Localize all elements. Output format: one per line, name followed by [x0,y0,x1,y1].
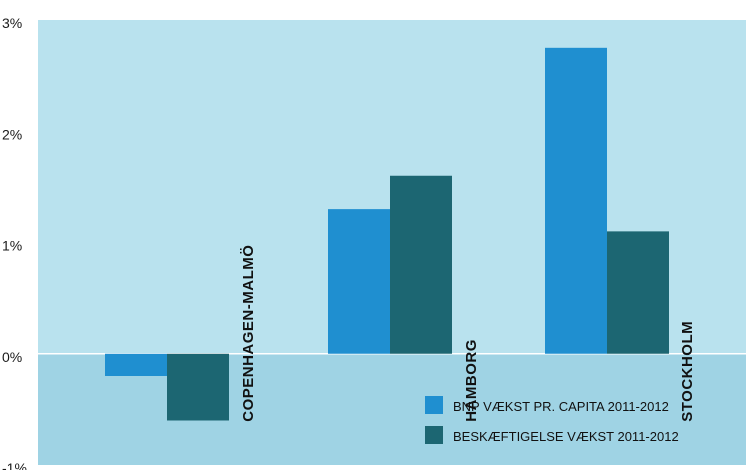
bar [607,231,669,354]
category-label: STOCKHOLM [679,321,696,422]
bar [545,47,607,354]
legend-label: BESKÆFTIGELSE VÆKST 2011-2012 [453,429,679,444]
category-labels: COPENHAGEN-MALMÖ HAMBORG STOCKHOLM [240,245,696,422]
y-tick-label: 1% [2,238,22,254]
bar [105,353,167,376]
legend: BNP VÆKST PR. CAPITA 2011-2012 BESKÆFTIGE… [425,396,679,444]
category-label: HAMBORG [463,339,480,422]
legend-label: BNP VÆKST PR. CAPITA 2011-2012 [453,399,669,414]
bar [328,209,390,354]
y-tick-label: 3% [2,15,22,31]
bars [105,47,669,421]
bar [390,175,452,354]
legend-swatch [425,426,443,444]
legend-swatch [425,396,443,414]
y-tick-label: -1% [2,460,27,470]
category-label: COPENHAGEN-MALMÖ [240,245,257,422]
y-tick-label: 2% [2,126,22,142]
bar [167,353,229,421]
y-tick-label: 0% [2,349,22,365]
y-axis-ticks: 3% 2% 1% 0% -1% [2,15,27,470]
